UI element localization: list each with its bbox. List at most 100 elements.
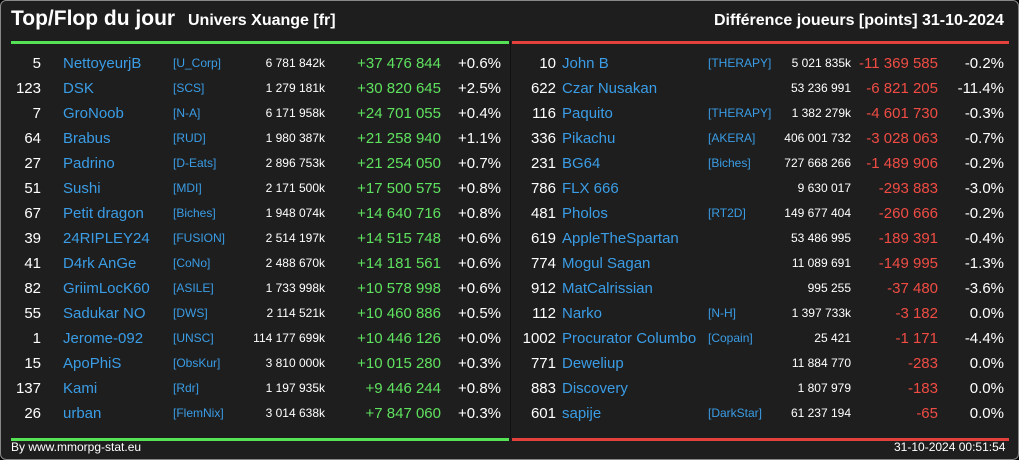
percent-cell: +0.8% [458, 380, 501, 397]
percent-cell: +1.1% [458, 130, 501, 147]
player-name-link[interactable]: Kami [63, 380, 98, 397]
alliance-tag-link[interactable]: [AKERA] [708, 131, 756, 145]
difference-cell: +10 578 998 [357, 280, 441, 297]
player-name-link[interactable]: ApoPhiS [63, 355, 122, 372]
rank-cell: 10 [539, 55, 556, 72]
alliance-tag-link[interactable]: [UNSC] [173, 331, 214, 345]
rank-cell: 622 [530, 80, 556, 97]
difference-cell: -183 [907, 380, 938, 397]
difference-cell: +7 847 060 [365, 405, 442, 422]
player-name-link[interactable]: Procurator Columbo [562, 330, 697, 347]
alliance-tag-link[interactable]: [Biches] [173, 206, 216, 220]
player-name-link[interactable]: Mogul Sagan [562, 255, 651, 272]
rank-cell: 41 [24, 255, 41, 272]
alliance-tag-link[interactable]: [RUD] [173, 131, 206, 145]
points-cell: 3 810 000k [265, 356, 325, 370]
player-name-link[interactable]: John B [562, 55, 609, 72]
player-name-link[interactable]: GroNoob [63, 105, 124, 122]
player-name-link[interactable]: Jerome-092 [63, 330, 144, 347]
player-name-link[interactable]: urban [63, 405, 102, 422]
rank-cell: 883 [530, 380, 556, 397]
points-cell: 5 021 835k [791, 56, 851, 70]
difference-cell: -37 480 [887, 280, 938, 297]
player-name-link[interactable]: Padrino [63, 155, 115, 172]
table-row: 67 Petit dragon [Biches] 1 948 074k +14 640 … [11, 201, 509, 226]
table-row: 123 DSK [SCS] 1 279 181k +30 820 645 +2.5% [11, 76, 509, 101]
rank-cell: 601 [530, 405, 556, 422]
difference-cell: -260 666 [878, 205, 938, 222]
table-row: 27 Padrino [D-Eats] 2 896 753k +21 254 050 +0… [11, 151, 509, 176]
percent-cell: -0.2% [964, 155, 1004, 172]
rank-cell: 1002 [522, 330, 556, 347]
player-name-link[interactable]: Paquito [562, 105, 613, 122]
player-name-link[interactable]: Czar Nusakan [562, 80, 658, 97]
player-name-link[interactable]: Brabus [63, 130, 111, 147]
alliance-tag-link[interactable]: [ASILE] [173, 281, 214, 295]
player-name-link[interactable]: DSK [63, 80, 94, 97]
alliance-tag-link[interactable]: [FlemNix] [173, 406, 224, 420]
alliance-tag-link[interactable]: [CoNo] [173, 256, 211, 270]
alliance-tag-link[interactable]: [FUSION] [173, 231, 226, 245]
alliance-tag-link[interactable]: [MDI] [173, 181, 202, 195]
table-row: 64 Brabus [RUD] 1 980 387k +21 258 940 +1.1% [11, 126, 509, 151]
player-name-link[interactable]: Sadukar NO [63, 305, 146, 322]
points-cell: 1 980 387k [265, 131, 325, 145]
rank-cell: 116 [532, 105, 556, 122]
percent-cell: +0.8% [458, 205, 501, 222]
player-name-link[interactable]: Deweliup [562, 355, 624, 372]
percent-cell: +0.6% [458, 230, 501, 247]
alliance-tag-link[interactable]: [THERAPY] [708, 106, 772, 120]
player-name-link[interactable]: MatCalrissian [562, 280, 653, 297]
player-name-link[interactable]: D4rk AnGe [63, 255, 137, 272]
player-name-link[interactable]: Pikachu [562, 130, 616, 147]
alliance-tag-link[interactable]: [Copain] [708, 331, 753, 345]
page-title: Top/Flop du jour [11, 7, 176, 30]
alliance-tag-link[interactable]: [DWS] [173, 306, 208, 320]
alliance-tag-link[interactable]: [N-H] [708, 306, 736, 320]
alliance-tag-link[interactable]: [SCS] [173, 81, 205, 95]
alliance-tag-link[interactable]: [Rdr] [173, 381, 200, 395]
alliance-tag-link[interactable]: [N-A] [173, 106, 201, 120]
difference-cell: +21 254 050 [357, 155, 441, 172]
alliance-tag-link[interactable]: [THERAPY] [708, 56, 772, 70]
points-cell: 6 781 842k [265, 56, 325, 70]
difference-cell: -3 182 [895, 305, 938, 322]
table-row: 619 AppleTheSpartan 53 486 995 -189 391 -0.4… [512, 226, 1009, 251]
player-name-link[interactable]: FLX 666 [562, 180, 619, 197]
percent-cell: -0.4% [964, 230, 1004, 247]
alliance-tag-link[interactable]: [D-Eats] [173, 156, 217, 170]
player-name-link[interactable]: Sushi [63, 180, 101, 197]
player-name-link[interactable]: 24RIPLEY24 [63, 230, 150, 247]
player-name-link[interactable]: Petit dragon [63, 205, 144, 222]
percent-cell: 0.0% [969, 305, 1004, 322]
percent-cell: +2.5% [458, 80, 501, 97]
player-name-link[interactable]: BG64 [562, 155, 601, 172]
difference-cell: +9 446 244 [365, 380, 442, 397]
player-name-link[interactable]: Narko [562, 305, 603, 322]
table-row: 336 Pikachu [AKERA] 406 001 732 -3 028 063 -0… [512, 126, 1009, 151]
table-row: 5 NettoyeurjB [U_Corp] 6 781 842k +37 476 84… [11, 51, 509, 76]
alliance-tag-link[interactable]: [RT2D] [708, 206, 746, 220]
rank-cell: 64 [24, 130, 41, 147]
player-name-link[interactable]: Discovery [562, 380, 628, 397]
alliance-tag-link[interactable]: [U_Corp] [173, 56, 222, 70]
percent-cell: +0.3% [458, 405, 501, 422]
difference-cell: -11 369 585 [859, 55, 938, 72]
percent-cell: -3.0% [964, 180, 1004, 197]
player-name-link[interactable]: Pholos [562, 205, 608, 222]
player-name-link[interactable]: AppleTheSpartan [562, 230, 679, 247]
rank-cell: 771 [530, 355, 556, 372]
table-row: 82 GriimLocK60 [ASILE] 1 733 998k +10 578 99… [11, 276, 509, 301]
player-name-link[interactable]: sapije [562, 405, 602, 422]
player-name-link[interactable]: NettoyeurjB [63, 55, 142, 72]
difference-cell: +14 515 748 [357, 230, 441, 247]
player-name-link[interactable]: GriimLocK60 [63, 280, 150, 297]
alliance-tag-link[interactable]: [DarkStar] [708, 406, 763, 420]
difference-cell: +10 015 280 [357, 355, 441, 372]
rank-cell: 231 [530, 155, 556, 172]
table-row: 15 ApoPhiS [ObsKur] 3 810 000k +10 015 280 +0… [11, 351, 509, 376]
table-row: 39 24RIPLEY24 [FUSION] 2 514 197k +14 515 74… [11, 226, 509, 251]
alliance-tag-link[interactable]: [Biches] [708, 156, 751, 170]
alliance-tag-link[interactable]: [ObsKur] [173, 356, 221, 370]
